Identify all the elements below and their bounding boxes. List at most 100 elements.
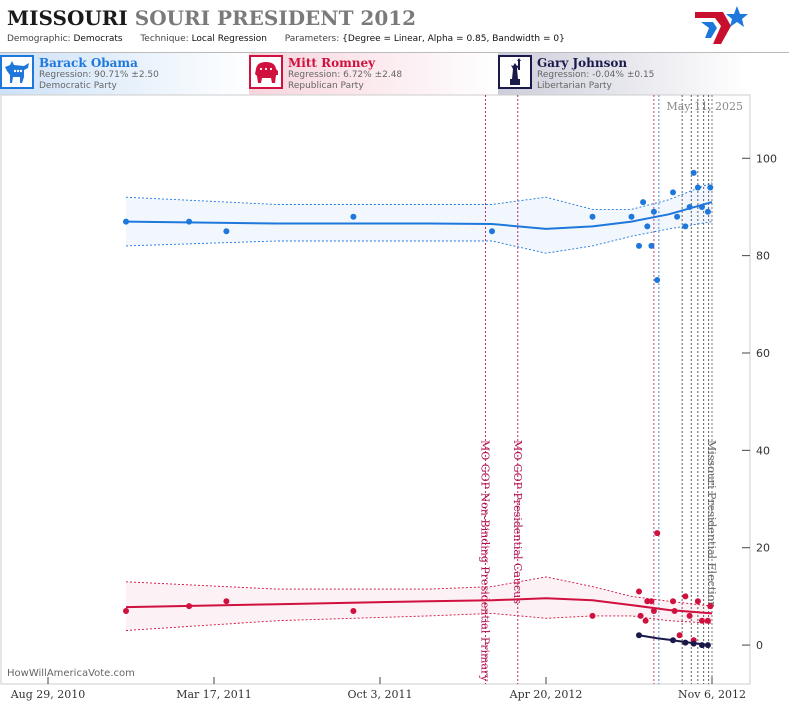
- poll-point[interactable]: [223, 228, 230, 235]
- legend-name: Gary Johnson: [537, 56, 628, 70]
- poll-point[interactable]: [654, 277, 661, 283]
- poll-point[interactable]: [489, 228, 495, 235]
- trend-line: [125, 597, 713, 615]
- poll-point[interactable]: [682, 639, 689, 646]
- poll-point[interactable]: [707, 603, 714, 610]
- poll-point[interactable]: [186, 603, 193, 610]
- poll-point[interactable]: [650, 608, 657, 614]
- poll-point[interactable]: [223, 598, 230, 605]
- poll-point[interactable]: [589, 213, 596, 220]
- y-tick-label: 80: [756, 250, 770, 263]
- legend-name: Mitt Romney: [288, 56, 376, 70]
- poll-point[interactable]: [690, 640, 697, 647]
- parameters-value: {Degree = Linear, Alpha = 0.85, Bandwidt…: [342, 34, 565, 44]
- header-divider: [0, 52, 789, 53]
- x-tick-label: Oct 3, 2011: [347, 688, 412, 701]
- axes: 0 20 40 60 80 100 Aug 29, 2010 Mar 17, 2011 Oct …: [10, 152, 777, 701]
- poll-point[interactable]: [682, 223, 689, 230]
- x-tick-label: Aug 29, 2010: [10, 688, 86, 701]
- confidence-band-fill: [126, 182, 712, 254]
- site-watermark[interactable]: HowWillAmericaVote.com: [7, 668, 135, 679]
- poll-point[interactable]: [636, 588, 642, 595]
- title-rest: SOURI PRESIDENT 2012: [134, 6, 417, 30]
- header: MISSOURI SOURI PRESIDENT 2012 Demographi…: [0, 0, 789, 52]
- poll-point[interactable]: [648, 242, 655, 249]
- y-tick-label: 40: [756, 444, 770, 457]
- page-title: MISSOURI SOURI PRESIDENT 2012: [7, 6, 416, 30]
- poll-point[interactable]: [648, 598, 655, 605]
- confidence-band-upper: [125, 576, 713, 607]
- poll-point[interactable]: [704, 617, 711, 624]
- poll-point[interactable]: [589, 612, 596, 619]
- poll-point[interactable]: [682, 593, 689, 600]
- poll-point[interactable]: [628, 213, 635, 220]
- poll-point[interactable]: [674, 213, 681, 220]
- title-state: MISSOURI: [7, 6, 128, 30]
- legend-regression: Regression: 90.71% ±2.50: [39, 70, 159, 80]
- poll-point[interactable]: [676, 632, 683, 639]
- event-label: Missouri Presidential Election: [705, 440, 718, 608]
- poll-point[interactable]: [686, 612, 693, 619]
- plot-frame: [0, 94, 751, 685]
- confidence-band-upper: [125, 182, 713, 210]
- poll-point[interactable]: [350, 213, 357, 220]
- poll-point[interactable]: [670, 637, 676, 644]
- poll-point[interactable]: [644, 223, 651, 230]
- poll-point[interactable]: [699, 642, 705, 649]
- poll-point[interactable]: [123, 218, 129, 225]
- x-tick-label: Apr 20, 2012: [509, 688, 583, 701]
- legend-regression: Regression: -0.04% ±0.15: [537, 70, 655, 80]
- x-tick-label: Mar 17, 2011: [176, 688, 252, 701]
- poll-point[interactable]: [699, 204, 705, 210]
- poll-point[interactable]: [670, 598, 676, 605]
- poll-point[interactable]: [642, 617, 649, 624]
- y-tick-label: 20: [756, 542, 770, 555]
- demographic-label: Demographic:: [7, 34, 71, 44]
- parameters-label: Parameters:: [284, 34, 340, 44]
- poll-point[interactable]: [637, 612, 644, 619]
- datestamp: May 11, 2025: [666, 100, 743, 113]
- legend-regression: Regression: 6.72% ±2.48: [288, 70, 403, 80]
- legend-johnson[interactable]: Gary Johnson Regression: -0.04% ±0.15 Li…: [498, 53, 748, 95]
- parameters-line: Demographic: Democrats Technique: Local …: [7, 34, 565, 44]
- y-tick-label: 100: [756, 152, 777, 165]
- trend-line: [125, 201, 713, 230]
- poll-point[interactable]: [186, 218, 193, 225]
- event-label: MO GOP Non-Binding Presidential Primary: [478, 440, 491, 682]
- poll-point[interactable]: [699, 617, 705, 624]
- confidence-band-lower: [125, 612, 713, 631]
- poll-point[interactable]: [640, 199, 647, 206]
- poll-point[interactable]: [670, 189, 676, 196]
- poll-point[interactable]: [694, 184, 701, 191]
- poll-point[interactable]: [123, 608, 129, 614]
- poll-point[interactable]: [707, 184, 714, 191]
- legend-party: Republican Party: [288, 81, 364, 91]
- event-lines: MO GOP Non-Binding Presidential Primary M…: [478, 95, 718, 684]
- legend-obama[interactable]: Barack Obama Regression: 90.71% ±2.50 De…: [0, 53, 250, 95]
- poll-point[interactable]: [686, 204, 693, 210]
- donkey-icon: [0, 55, 34, 89]
- poll-point[interactable]: [704, 642, 711, 649]
- legend-romney[interactable]: Mitt Romney Regression: 6.72% ±2.48 Repu…: [249, 53, 499, 95]
- poll-point[interactable]: [654, 530, 661, 537]
- poll-point[interactable]: [704, 208, 711, 215]
- poll-point[interactable]: [350, 608, 357, 614]
- elephant-icon: [249, 55, 283, 89]
- event-label: MO GOP Presidential Caucus: [511, 440, 524, 604]
- poll-point[interactable]: [671, 608, 678, 614]
- confidence-bands: [125, 182, 713, 631]
- technique-label: Technique:: [140, 34, 189, 44]
- poll-point[interactable]: [690, 169, 697, 176]
- legend-party: Libertarian Party: [537, 81, 612, 91]
- statue-of-liberty-icon: [498, 55, 532, 89]
- poll-point[interactable]: [636, 632, 642, 639]
- site-logo-icon[interactable]: [693, 4, 749, 50]
- poll-point[interactable]: [650, 208, 657, 215]
- legend-party: Democratic Party: [39, 81, 117, 91]
- poll-point[interactable]: [636, 242, 642, 249]
- poll-point[interactable]: [694, 598, 701, 605]
- legend-name: Barack Obama: [39, 56, 138, 70]
- trend-lines: [125, 201, 713, 647]
- poll-point[interactable]: [644, 598, 651, 605]
